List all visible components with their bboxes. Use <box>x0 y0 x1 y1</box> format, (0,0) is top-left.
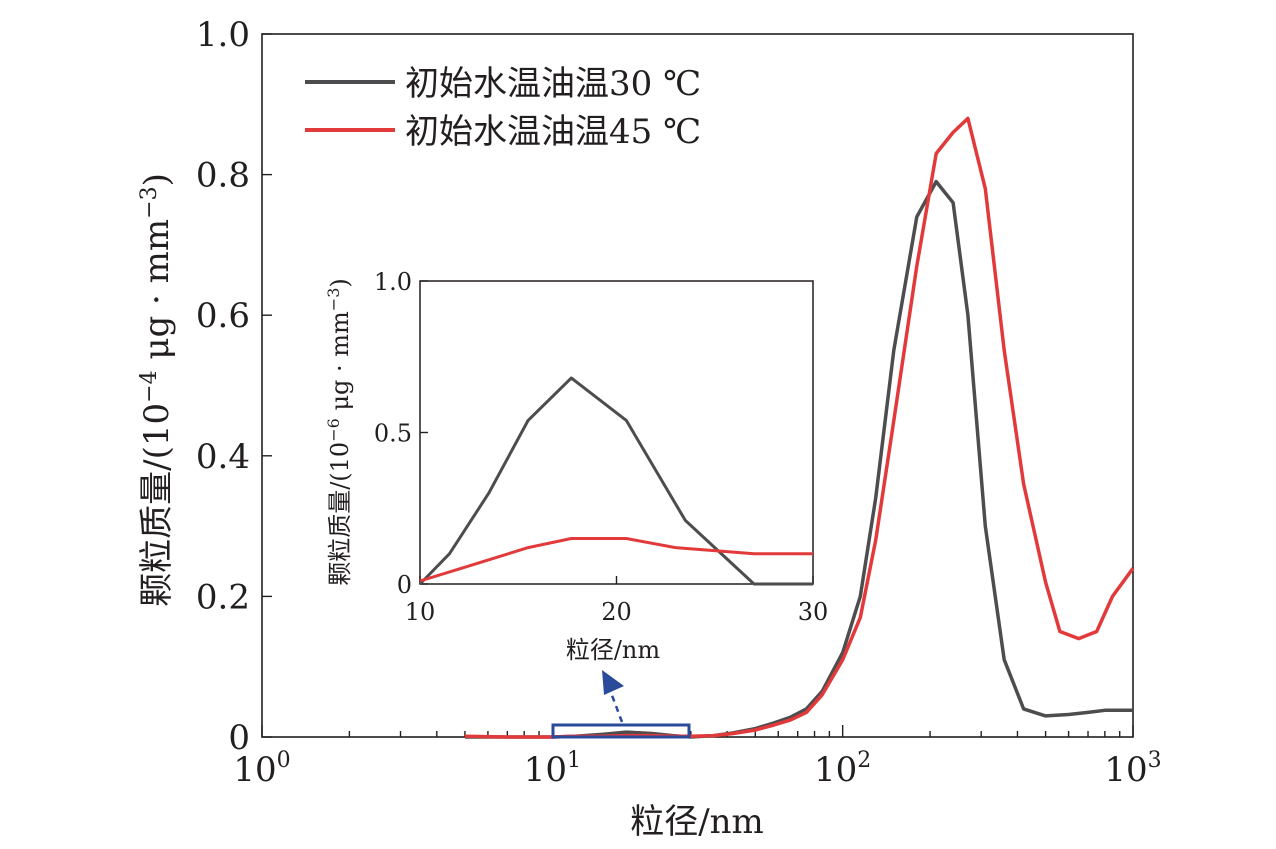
highlight-arrow-line <box>608 689 624 723</box>
inset-y-tick-label: 1.0 <box>374 268 412 296</box>
main-x-tick-label: 101 <box>524 748 581 790</box>
inset-x-tick-label: 20 <box>601 598 632 626</box>
main-x-tick-label: 100 <box>233 748 290 790</box>
inset-y-tick-label: 0 <box>397 571 412 599</box>
main-x-axis-label: 粒径/nm <box>630 802 764 842</box>
inset-series-layer <box>418 376 813 586</box>
main-y-tick-label: 0.2 <box>196 577 250 617</box>
main-y-ticks: 0 0.2 0.4 0.6 0.8 1.0 <box>196 15 272 758</box>
inset-y-axis-label-unit-exp: −3 <box>324 288 343 312</box>
main-x-tick-label: 102 <box>814 748 871 790</box>
inset-y-axis-label-close: ) <box>326 278 354 287</box>
main-y-axis-label: 颗粒质量/(10−4 μg · mm−3) <box>137 173 177 607</box>
main-y-axis-label-unit: μg · mm <box>137 219 177 371</box>
inset-x-tick-label: 10 <box>405 598 436 626</box>
main-y-tick-label: 1.0 <box>196 15 250 55</box>
inset-plot: 0 0.5 1.0 10 20 30 粒径/nm 颗粒质量/(10−6 μg · mm−… <box>324 268 828 664</box>
inset-x-tick-label: 30 <box>798 598 829 626</box>
legend-label-45: 初始水温油温45 ℃ <box>405 112 701 152</box>
main-x-tick-label: 103 <box>1104 748 1161 790</box>
main-y-axis-label-close: ) <box>137 173 177 186</box>
highlight-arrow-head <box>602 670 624 695</box>
inset-series-line-30c <box>418 376 813 586</box>
main-y-tick-label: 0 <box>228 718 250 758</box>
inset-y-axis-label-unit: μg · mm <box>326 311 354 418</box>
main-y-axis-label-unit-exp: −3 <box>137 186 162 218</box>
main-x-ticks: 100 101 102 103 <box>233 725 1162 790</box>
legend: 初始水温油温30 ℃ 初始水温油温45 ℃ <box>305 64 701 152</box>
main-y-tick-label: 0.8 <box>196 156 250 196</box>
inset-series-line-45c <box>419 537 813 583</box>
inset-y-tick-label: 0.5 <box>374 420 412 448</box>
legend-label-30: 初始水温油温30 ℃ <box>405 64 701 104</box>
main-series-line-30c <box>464 179 1133 739</box>
inset-y-axis-label-exp: −6 <box>324 418 343 442</box>
main-plot: 00.20.40.60.81.0 100 101 102 103 粒径/nm 颗粒质量… <box>137 15 1162 842</box>
inset-y-axis-label: 颗粒质量/(10−6 μg · mm−3) <box>324 278 354 586</box>
main-y-tick-label: 0.6 <box>196 296 250 336</box>
highlight-box <box>551 723 691 739</box>
main-y-tick-label: 0.4 <box>196 437 250 477</box>
main-y-axis-label-exp: −4 <box>137 370 162 402</box>
inset-x-axis-label: 粒径/nm <box>566 636 661 664</box>
inset-y-ticks: 0 0.5 1.0 <box>374 268 428 599</box>
